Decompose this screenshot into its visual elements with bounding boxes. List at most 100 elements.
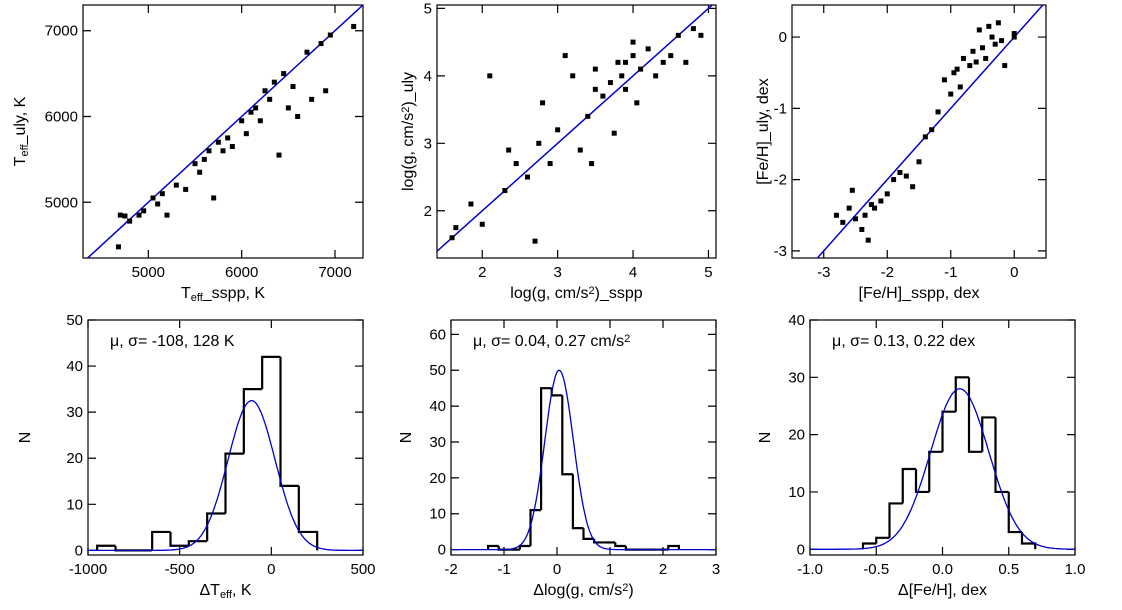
y-axis-label-part: _uly, K xyxy=(12,96,29,145)
x-axis-label-part: 2 xyxy=(589,285,595,297)
point xyxy=(115,244,121,250)
point xyxy=(967,63,973,69)
point xyxy=(660,59,666,65)
y-axis-label-part: [Fe/H]_uly, dex xyxy=(755,78,772,184)
hist-bin xyxy=(206,512,226,542)
point xyxy=(173,182,179,188)
hist-bin xyxy=(875,536,890,544)
x-axis-label-part: eff xyxy=(220,589,233,601)
frame xyxy=(436,4,717,259)
hist-bin xyxy=(518,544,531,550)
point xyxy=(220,148,226,154)
point xyxy=(970,48,976,54)
point xyxy=(980,45,985,51)
annotation: μ, σ= -108, 128 K xyxy=(110,333,235,350)
x-tick-label: 3 xyxy=(712,561,720,578)
point xyxy=(468,201,474,207)
y-tick-label: 20 xyxy=(788,427,805,444)
y-tick-label: 20 xyxy=(66,450,83,467)
point xyxy=(1002,63,1008,69)
y-tick-label: 60 xyxy=(429,326,446,343)
point xyxy=(562,53,568,59)
frame xyxy=(809,319,1076,556)
point xyxy=(995,20,1001,26)
y-tick-label: 30 xyxy=(429,434,446,451)
point xyxy=(127,218,133,224)
hist-bin xyxy=(994,417,1009,494)
point xyxy=(276,152,282,158)
y-axis-label-part: N xyxy=(757,432,774,444)
point xyxy=(849,187,855,193)
point xyxy=(570,73,576,79)
hist-bin xyxy=(297,485,319,551)
x-tick-label: 2 xyxy=(478,264,486,281)
point xyxy=(645,46,651,52)
point xyxy=(935,109,941,115)
y-tick-label: 30 xyxy=(66,404,83,421)
x-tick-label: 5000 xyxy=(132,264,165,281)
point xyxy=(150,195,156,201)
x-axis-label: log(g, cm/s2)_sspp xyxy=(510,285,643,302)
point xyxy=(327,32,333,38)
y-tick-label: 6000 xyxy=(45,108,78,125)
point xyxy=(690,26,696,32)
hist-bin xyxy=(582,528,595,540)
point xyxy=(884,191,890,197)
y-axis-label-part: 2 xyxy=(400,107,412,113)
x-axis-label-part: [Fe/H]_sspp, dex xyxy=(859,285,980,302)
point xyxy=(351,23,357,29)
point xyxy=(513,161,519,167)
point xyxy=(615,59,621,65)
point xyxy=(607,80,613,86)
hist-bin xyxy=(187,540,208,546)
point xyxy=(903,173,909,179)
y-tick-label: 2 xyxy=(424,203,432,220)
y-tick-label: -1 xyxy=(774,100,787,117)
x-tick-label: 500 xyxy=(350,561,375,578)
panel xyxy=(82,4,364,259)
y-tick-label: 20 xyxy=(429,470,446,487)
point xyxy=(683,59,689,65)
point xyxy=(872,205,878,211)
point xyxy=(630,39,636,45)
point xyxy=(929,127,935,133)
point xyxy=(833,212,839,218)
frame xyxy=(791,4,1047,259)
point xyxy=(675,32,681,38)
y-tick-label: 7000 xyxy=(45,23,78,40)
x-tick-label: -1000 xyxy=(69,561,107,578)
hist-bin xyxy=(279,356,299,487)
y-tick-label: 4 xyxy=(424,68,432,85)
y-axis-label-part: T xyxy=(12,156,29,166)
x-tick-label: 2 xyxy=(659,561,667,578)
hist-bin xyxy=(1007,491,1022,534)
x-tick-label: 4 xyxy=(629,264,637,281)
point xyxy=(502,188,508,194)
hist-bin xyxy=(151,530,171,551)
x-axis-label-part: )_sspp xyxy=(595,285,643,302)
x-axis-label-part: 2 xyxy=(622,582,628,594)
point xyxy=(897,169,903,175)
x-tick-label: -0.5 xyxy=(863,561,889,578)
x-tick-label: 7000 xyxy=(318,264,351,281)
point xyxy=(506,147,512,153)
plot-area xyxy=(451,369,716,551)
hist-bin xyxy=(487,544,499,550)
y-axis-label-part: eff xyxy=(19,144,31,157)
point xyxy=(540,100,546,106)
point xyxy=(859,226,865,232)
point xyxy=(976,27,982,33)
point xyxy=(285,105,291,111)
point xyxy=(999,38,1005,44)
x-tick-label: -1.0 xyxy=(797,561,823,578)
point xyxy=(290,83,296,89)
x-tick-label: 0.5 xyxy=(998,561,1019,578)
point xyxy=(225,135,231,141)
x-tick-label: -3 xyxy=(817,264,830,281)
x-tick-label: 0 xyxy=(267,561,275,578)
y-axis-label: N xyxy=(398,432,415,444)
point xyxy=(524,174,530,180)
point xyxy=(248,109,254,115)
panel xyxy=(436,4,717,259)
hist-bin xyxy=(954,376,969,412)
